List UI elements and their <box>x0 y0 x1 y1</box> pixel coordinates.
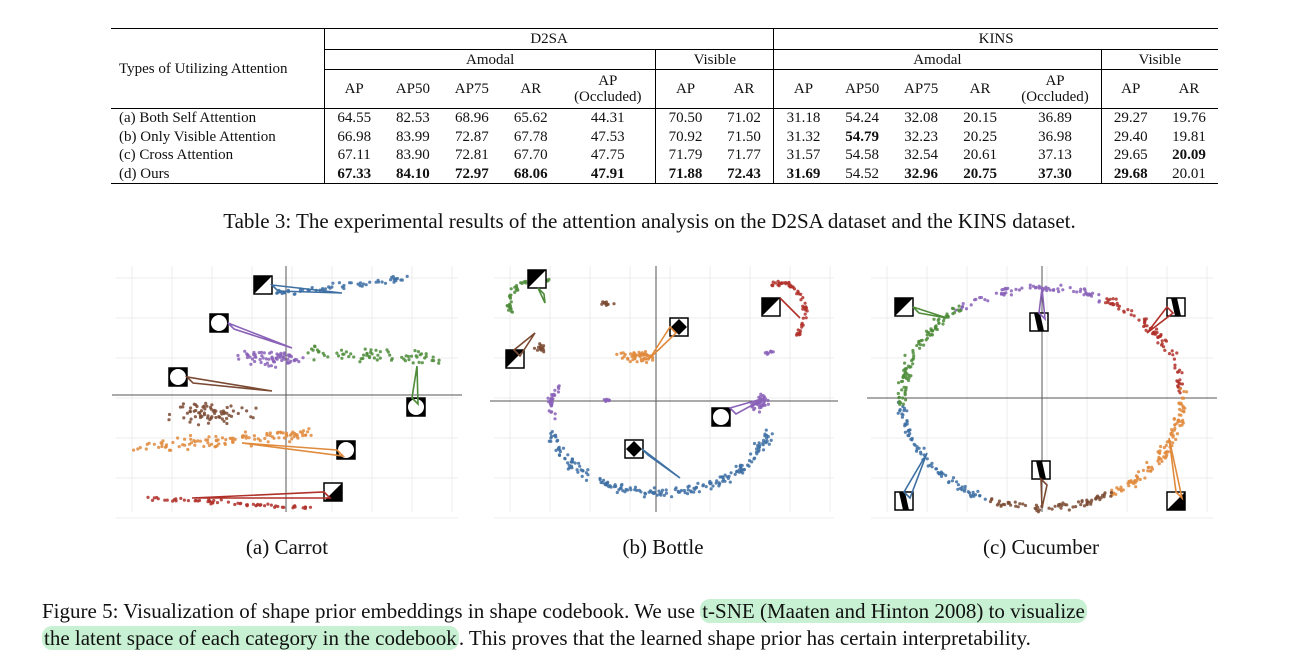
table-cell: 32.96 <box>891 164 951 184</box>
table-cell: 32.23 <box>904 128 938 145</box>
column-header: AP <box>773 69 833 109</box>
table-cell: 20.25 <box>963 128 997 145</box>
table-cell: 19.81 <box>1172 128 1206 145</box>
column-header: AR <box>1178 81 1200 97</box>
table-row: (b) Only Visible Attention 66.98 83.99 72.8… <box>111 127 1218 146</box>
table-cell: 71.02 <box>714 108 774 128</box>
table-cell: 32.54 <box>904 147 938 164</box>
table-cell: 66.98 <box>323 127 384 146</box>
column-header: AP <box>1100 69 1160 109</box>
table-row: (c) Cross Attention 67.11 83.90 72.81 67.70 4… <box>111 146 1218 165</box>
table-cell: 84.10 <box>383 164 443 184</box>
scatter-plot-cucumber <box>867 258 1217 520</box>
row-label: (a) Both Self Attention <box>111 108 325 128</box>
group-header: Amodal <box>323 49 656 70</box>
table-cell: 29.68 <box>1100 164 1160 184</box>
table-caption: Table 3: The experimental results of the… <box>223 209 1076 233</box>
table-cell: 54.52 <box>832 164 892 184</box>
table-row: (d) Ours 67.33 84.10 72.97 68.06 47.91 71.88 72… <box>111 164 1218 184</box>
table-cell: 72.97 <box>442 164 502 184</box>
table-cell: 37.13 <box>1038 147 1072 164</box>
table-cell: 83.99 <box>396 128 430 145</box>
column-header: AP <box>323 69 384 109</box>
highlight: t-SNE (Maaten and Hinton 2008) to visual… <box>700 599 1087 623</box>
column-header: AR <box>969 81 991 97</box>
table-cell: 19.76 <box>1159 108 1218 128</box>
table-cell: 83.90 <box>396 147 430 164</box>
group-header: Visible <box>655 49 774 70</box>
table-cell: 36.89 <box>1009 108 1102 128</box>
table-cell: 20.15 <box>950 108 1010 128</box>
table-cell: 36.98 <box>1038 128 1072 145</box>
row-label: (d) Ours <box>111 164 325 184</box>
table-cell: 65.62 <box>501 108 561 128</box>
table-cell: 82.53 <box>383 108 443 128</box>
table-cell: 64.55 <box>323 108 384 128</box>
dataset-header-d2sa: D2SA <box>323 28 774 50</box>
table-cell: 71.77 <box>727 147 761 164</box>
table-cell: 31.57 <box>773 146 833 165</box>
row-label: (c) Cross Attention <box>119 147 234 164</box>
group-header: Visible <box>1100 49 1218 70</box>
table-cell: 29.40 <box>1100 127 1160 146</box>
row-label: (b) Only Visible Attention <box>119 128 276 145</box>
table-cell: 20.61 <box>963 147 997 164</box>
table-cell: 31.69 <box>773 164 833 184</box>
column-header: AP <box>655 69 715 109</box>
table-cell: 31.18 <box>773 108 833 128</box>
table-row: (a) Both Self Attention 64.55 82.53 68.96 65… <box>111 108 1218 128</box>
table-cell: 54.79 <box>845 128 880 145</box>
column-header: AR <box>733 81 755 97</box>
table-cell: 71.88 <box>655 164 715 184</box>
subfigure-caption-cucumber: (c) Cucumber <box>982 535 1100 559</box>
column-header: AP (Occluded) <box>1021 73 1089 105</box>
group-header: Amodal <box>773 49 1102 70</box>
table-cell: 32.08 <box>891 108 951 128</box>
highlight: the latent space of each category in the… <box>42 626 459 650</box>
scatter-plot-bottle <box>490 258 838 520</box>
table-cell: 44.31 <box>560 108 656 128</box>
table-cell: 47.75 <box>590 147 625 164</box>
table-cell: 20.09 <box>1172 147 1206 164</box>
results-table: Types of Utilizing Attention D2SA KINS A… <box>111 28 1218 184</box>
table-cell: 54.24 <box>832 108 892 128</box>
figure-caption: Figure 5: Visualization of shape prior e… <box>42 599 1087 650</box>
table-cell: 71.79 <box>655 146 715 165</box>
table-cell: 70.92 <box>655 127 715 146</box>
table-cell: 29.65 <box>1100 146 1160 165</box>
column-header: AP75 <box>904 81 939 97</box>
table-cell: 47.53 <box>590 128 625 145</box>
subfigure-caption-carrot: (a) Carrot <box>245 535 329 559</box>
table-cell: 72.81 <box>454 147 489 164</box>
column-header: AP50 <box>395 81 430 97</box>
table-cell: 71.50 <box>727 128 761 145</box>
column-header: AP50 <box>845 81 880 97</box>
table-cell: 67.78 <box>513 128 548 145</box>
table-cell: 37.30 <box>1009 164 1102 184</box>
row-header: Types of Utilizing Attention <box>111 28 325 109</box>
column-header: AR <box>520 81 542 97</box>
table-cell: 67.11 <box>323 146 384 165</box>
table-cell: 54.58 <box>845 147 880 164</box>
table-cell: 29.27 <box>1100 108 1160 128</box>
subfigure-caption-bottle: (b) Bottle <box>622 535 704 559</box>
table-cell: 68.96 <box>442 108 502 128</box>
dataset-header-kins: KINS <box>773 28 1218 50</box>
table-cell: 72.43 <box>714 164 774 184</box>
table-cell: 72.87 <box>454 128 489 145</box>
column-header: AP (Occluded) <box>574 73 642 105</box>
scatter-plot-carrot <box>112 258 462 520</box>
table-cell: 70.50 <box>655 108 715 128</box>
table-cell: 68.06 <box>501 164 561 184</box>
table-cell: 31.32 <box>773 127 833 146</box>
column-header: AP75 <box>454 81 489 97</box>
table-cell: 47.91 <box>560 164 656 184</box>
table-cell: 20.01 <box>1159 164 1218 184</box>
table-cell: 67.33 <box>323 164 384 184</box>
table-cell: 20.75 <box>950 164 1010 184</box>
table-cell: 67.70 <box>513 147 548 164</box>
